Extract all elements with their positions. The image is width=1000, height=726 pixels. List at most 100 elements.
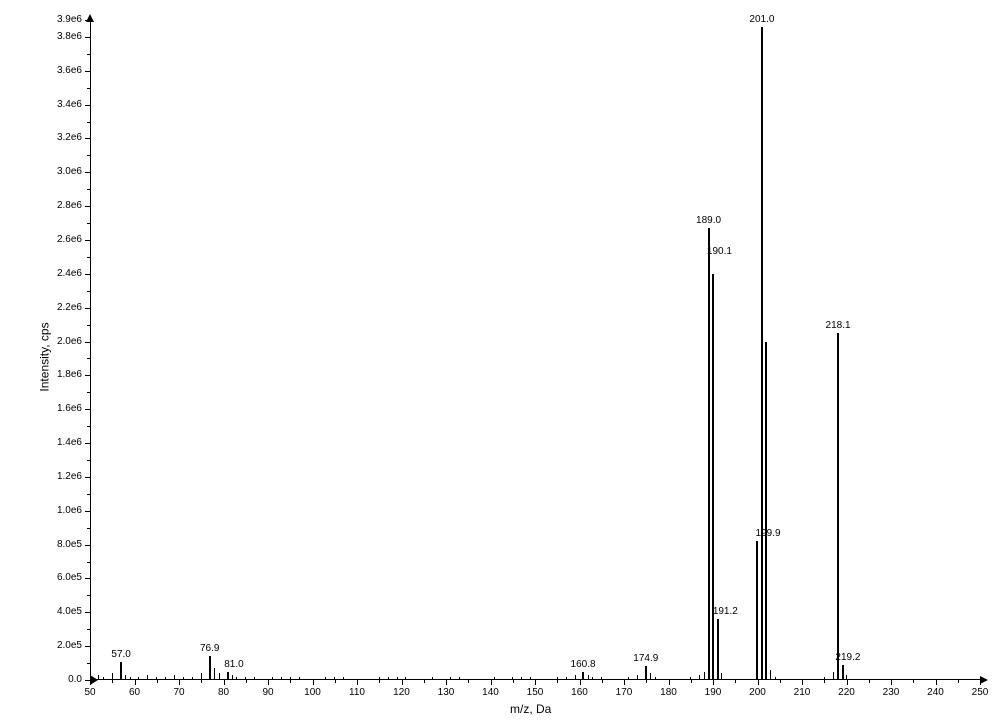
y-tick [85, 37, 90, 38]
x-axis-arrow-icon [980, 676, 988, 684]
y-tick [85, 172, 90, 173]
peak-label: 76.9 [200, 643, 219, 654]
noise-peak [299, 677, 300, 680]
x-tick-label: 130 [438, 687, 455, 698]
noise-peak [846, 675, 847, 680]
y-tick-label: 1.6e6 [42, 403, 82, 414]
plot-area [90, 20, 980, 680]
x-minor-tick [513, 680, 514, 683]
noise-peak [566, 677, 567, 680]
y-tick [85, 342, 90, 343]
noise-peak [201, 673, 202, 680]
x-minor-tick [646, 680, 647, 683]
x-tick-label: 80 [218, 687, 229, 698]
peak-label: 218.1 [826, 320, 851, 331]
y-minor-tick [87, 562, 90, 563]
y-tick-label: 3.9e6 [42, 14, 82, 25]
peak-label: 189.0 [696, 215, 721, 226]
noise-peak [214, 668, 215, 680]
x-tick [535, 680, 536, 685]
x-tick [179, 680, 180, 685]
x-tick-label: 170 [616, 687, 633, 698]
noise-peak [770, 670, 771, 680]
x-tick-label: 100 [304, 687, 321, 698]
x-tick-label: 230 [883, 687, 900, 698]
y-tick [85, 511, 90, 512]
x-minor-tick [379, 680, 380, 683]
x-minor-tick [780, 680, 781, 683]
x-tick-label: 220 [838, 687, 855, 698]
noise-peak [601, 677, 602, 680]
x-minor-tick [290, 680, 291, 683]
y-tick-label: 1.8e6 [42, 369, 82, 380]
y-tick [85, 443, 90, 444]
noise-peak [254, 677, 255, 680]
y-tick-label: 6.0e5 [42, 572, 82, 583]
peak [645, 666, 647, 680]
x-minor-tick [112, 680, 113, 683]
peak [761, 27, 763, 680]
y-tick-label: 2.8e6 [42, 200, 82, 211]
x-tick [580, 680, 581, 685]
y-minor-tick [87, 595, 90, 596]
y-tick [85, 477, 90, 478]
peak [765, 342, 767, 680]
noise-peak [334, 677, 335, 680]
y-minor-tick [87, 223, 90, 224]
noise-peak [130, 677, 131, 680]
x-tick [802, 680, 803, 685]
noise-peak [245, 677, 246, 680]
noise-peak [397, 677, 398, 680]
y-minor-tick [87, 528, 90, 529]
x-minor-tick [201, 680, 202, 683]
y-tick [85, 612, 90, 613]
x-tick [313, 680, 314, 685]
y-tick [85, 138, 90, 139]
noise-peak [494, 677, 495, 680]
noise-peak [721, 673, 722, 680]
x-tick [402, 680, 403, 685]
y-tick-label: 2.0e5 [42, 640, 82, 651]
x-tick-label: 250 [972, 687, 989, 698]
noise-peak [459, 677, 460, 680]
x-minor-tick [335, 680, 336, 683]
peak [837, 333, 839, 680]
noise-peak [690, 677, 691, 680]
noise-peak [343, 677, 344, 680]
y-minor-tick [87, 325, 90, 326]
x-minor-tick [246, 680, 247, 683]
y-minor-tick [87, 155, 90, 156]
y-tick-label: 3.0e6 [42, 166, 82, 177]
y-tick-label: 1.2e6 [42, 471, 82, 482]
noise-peak [512, 677, 513, 680]
x-axis-label: m/z, Da [510, 702, 551, 716]
noise-peak [704, 672, 705, 680]
noise-peak [637, 675, 638, 680]
x-minor-tick [557, 680, 558, 683]
x-minor-tick [958, 680, 959, 683]
noise-peak [219, 673, 220, 680]
y-minor-tick [87, 257, 90, 258]
x-tick [446, 680, 447, 685]
x-tick [891, 680, 892, 685]
noise-peak [405, 677, 406, 680]
noise-peak [98, 675, 99, 680]
x-minor-tick [424, 680, 425, 683]
x-tick-label: 60 [129, 687, 140, 698]
x-tick-label: 90 [262, 687, 273, 698]
y-tick [85, 206, 90, 207]
x-minor-tick [691, 680, 692, 683]
y-tick [85, 409, 90, 410]
peak [209, 656, 211, 680]
noise-peak [575, 675, 576, 680]
peak-label: 160.8 [571, 659, 596, 670]
y-tick-label: 8.0e5 [42, 539, 82, 550]
x-tick-label: 120 [393, 687, 410, 698]
y-tick-label: 3.2e6 [42, 132, 82, 143]
peak-label: 81.0 [224, 659, 243, 670]
x-minor-tick [913, 680, 914, 683]
peak [712, 274, 714, 680]
y-tick-label: 3.6e6 [42, 65, 82, 76]
y-minor-tick [87, 629, 90, 630]
noise-peak [824, 677, 825, 680]
